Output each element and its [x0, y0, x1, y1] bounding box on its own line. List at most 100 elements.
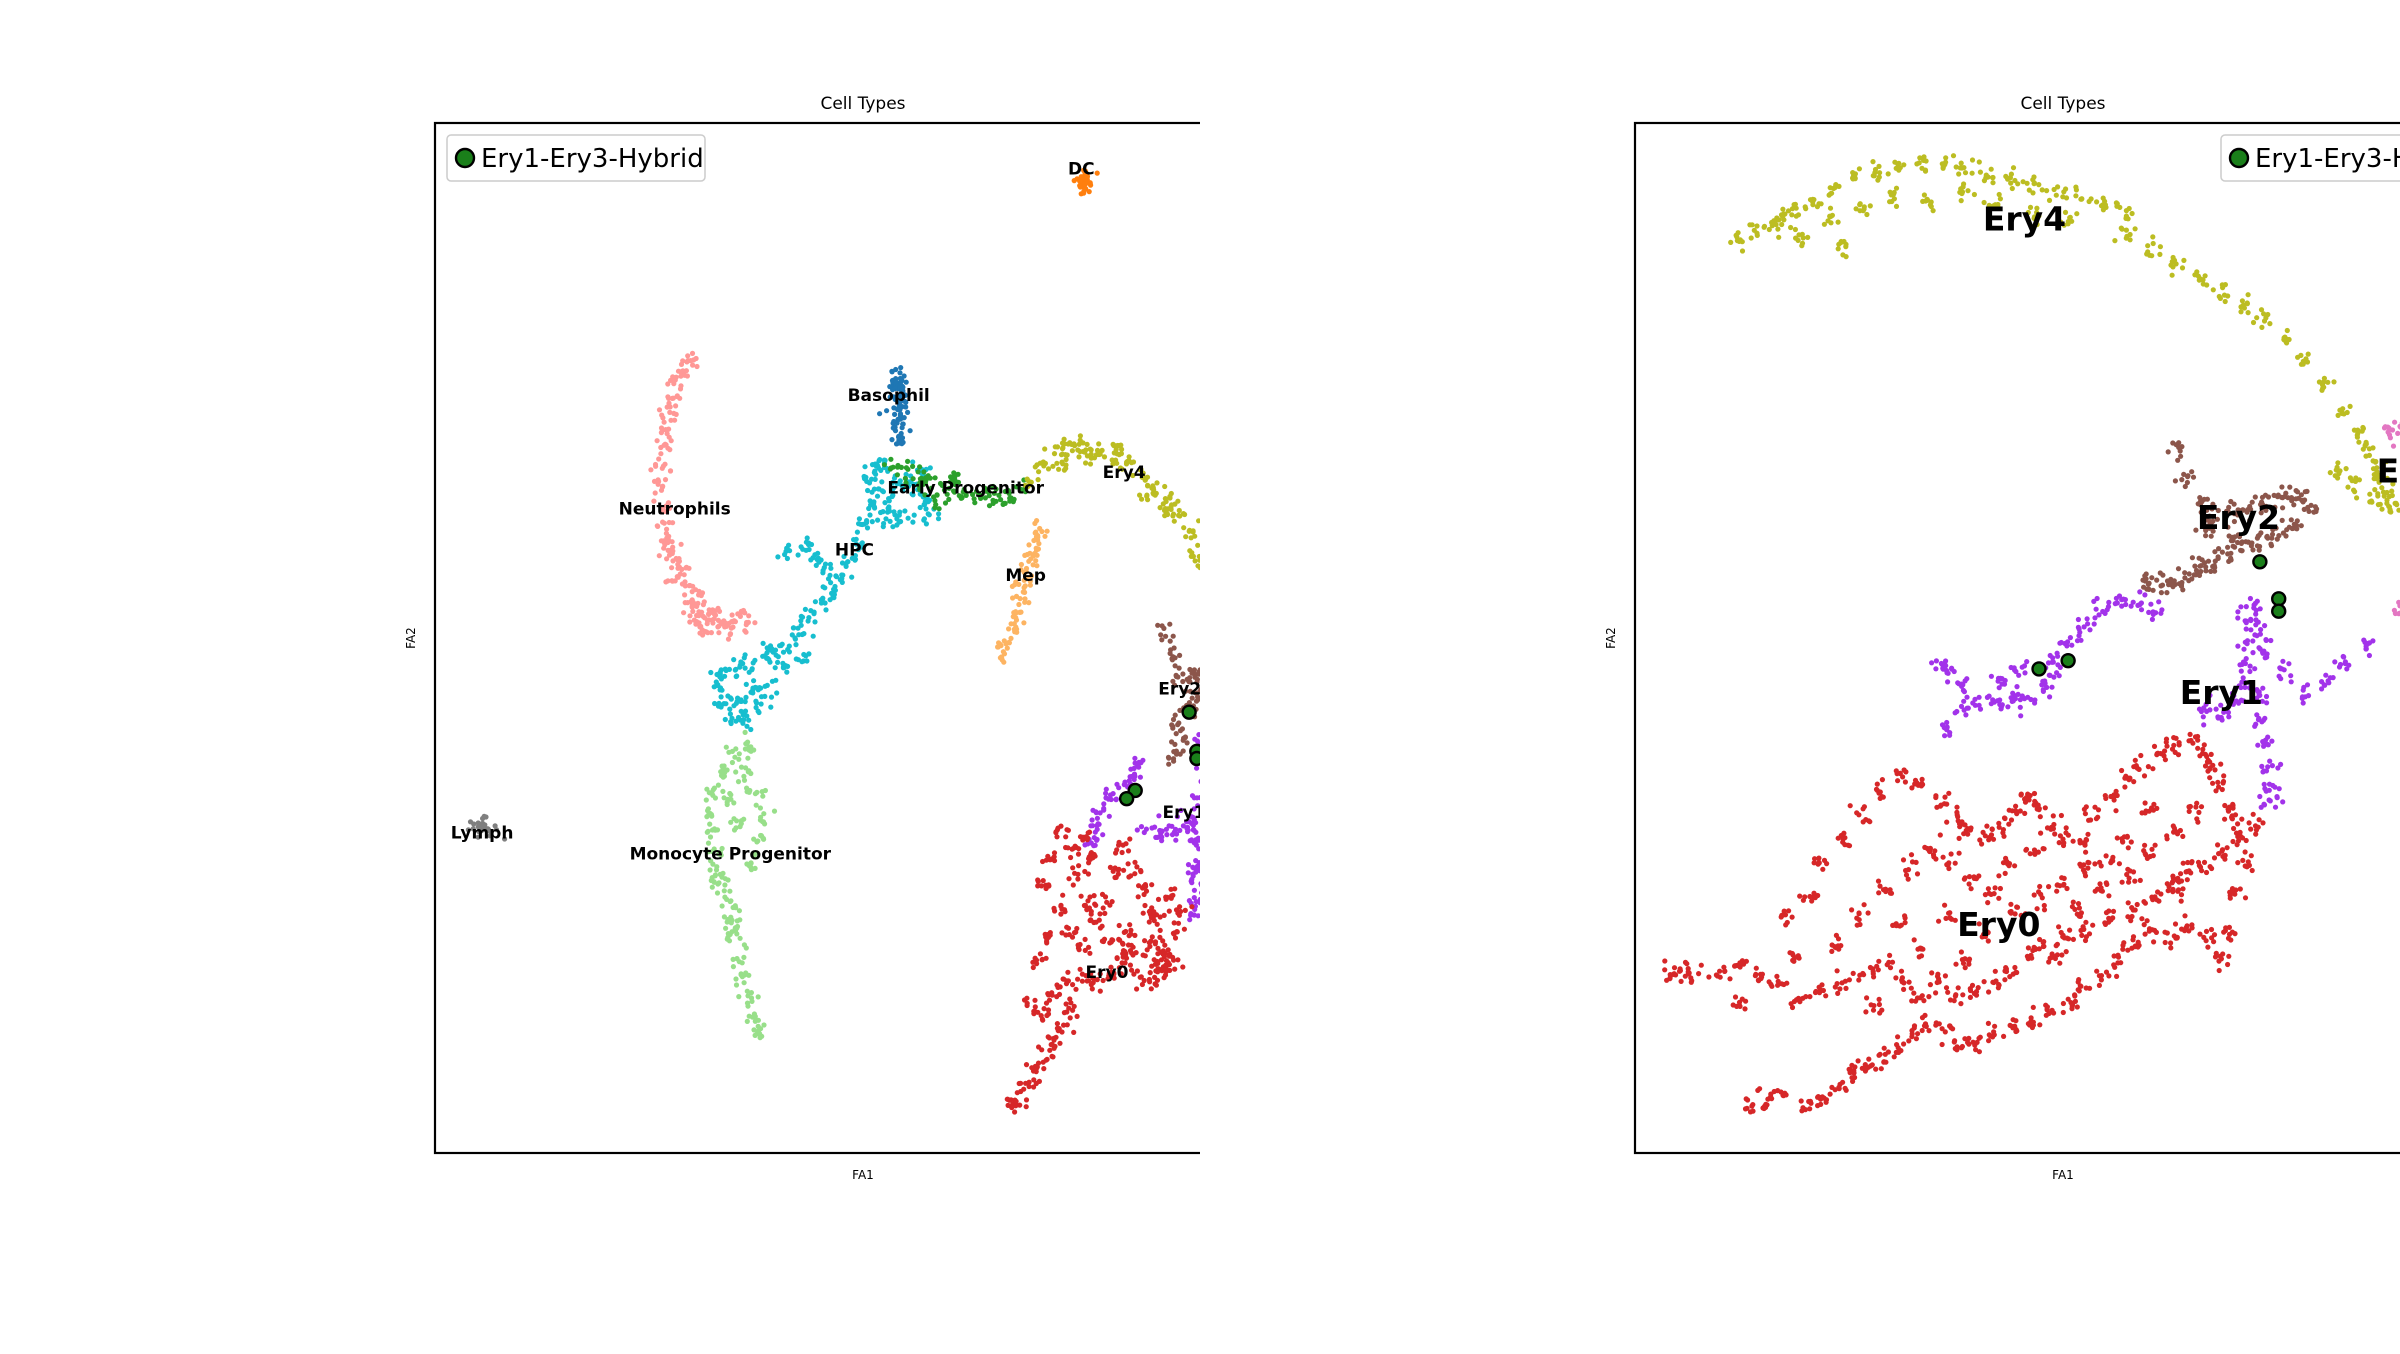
data-point	[671, 411, 676, 416]
data-point	[1883, 1052, 1888, 1057]
data-point	[1854, 916, 1859, 921]
data-point	[2238, 604, 2243, 609]
data-point	[1841, 831, 1846, 836]
data-point	[2164, 833, 2169, 838]
data-point	[737, 908, 742, 913]
data-point	[2085, 866, 2090, 871]
data-point	[1121, 868, 1126, 873]
data-point	[2079, 197, 2084, 202]
data-point	[2066, 219, 2071, 224]
data-point	[1768, 1092, 1773, 1097]
data-point	[2154, 930, 2159, 935]
data-point	[1017, 1103, 1022, 1108]
data-point	[1829, 949, 1834, 954]
data-point	[1920, 777, 1925, 782]
data-point	[1920, 1028, 1925, 1033]
data-point	[1920, 1015, 1925, 1020]
data-point	[2273, 805, 2278, 810]
data-point	[1959, 198, 1964, 203]
data-point	[1912, 1023, 1917, 1028]
data-point	[708, 834, 713, 839]
data-point	[902, 415, 907, 420]
data-point	[2173, 750, 2178, 755]
data-point	[1866, 1057, 1871, 1062]
data-point	[2064, 936, 2069, 941]
data-point	[2283, 533, 2288, 538]
data-point	[2079, 933, 2084, 938]
data-point	[1177, 508, 1182, 513]
data-point	[662, 542, 667, 547]
data-point	[839, 572, 844, 577]
data-point	[1883, 887, 1888, 892]
data-point	[2243, 895, 2248, 900]
data-point	[1873, 1067, 1878, 1072]
data-point	[728, 899, 733, 904]
data-point	[1187, 528, 1192, 533]
data-point	[2287, 337, 2292, 342]
data-point	[1065, 1022, 1070, 1027]
data-point	[1672, 971, 1677, 976]
data-point	[668, 378, 673, 383]
data-point	[2094, 199, 2099, 204]
data-point	[1140, 982, 1145, 987]
data-point	[754, 705, 759, 710]
data-point	[682, 572, 687, 577]
data-point	[886, 506, 891, 511]
data-point	[2116, 955, 2121, 960]
data-point	[2136, 940, 2141, 945]
data-point	[1880, 777, 1885, 782]
data-point	[2248, 627, 2253, 632]
data-point	[1089, 982, 1094, 987]
data-point	[1944, 670, 1949, 675]
data-point	[796, 552, 801, 557]
data-point	[936, 511, 941, 516]
data-point	[2117, 861, 2122, 866]
data-point	[2185, 869, 2190, 874]
data-point	[2085, 832, 2090, 837]
data-point	[1881, 795, 1886, 800]
data-point	[1780, 214, 1785, 219]
data-point	[904, 465, 909, 470]
data-point	[1820, 867, 1825, 872]
data-point	[2121, 597, 2126, 602]
data-point	[674, 556, 679, 561]
data-point	[2278, 676, 2283, 681]
data-point	[2047, 694, 2052, 699]
data-point	[1090, 817, 1095, 822]
data-point	[2042, 907, 2047, 912]
data-point	[1054, 994, 1059, 999]
data-point	[1153, 941, 1158, 946]
data-point	[1967, 881, 1972, 886]
data-point	[1890, 960, 1895, 965]
data-point	[2142, 592, 2147, 597]
data-point	[482, 814, 487, 819]
data-point	[2344, 466, 2349, 471]
data-point	[1046, 882, 1051, 887]
data-point	[808, 557, 813, 562]
data-point	[1158, 505, 1163, 510]
data-point	[734, 674, 739, 679]
data-point	[1836, 184, 1841, 189]
data-point	[785, 547, 790, 552]
data-point	[1929, 199, 1934, 204]
data-point	[2332, 659, 2337, 664]
data-point	[1183, 534, 1188, 539]
data-point	[1123, 929, 1128, 934]
data-point	[1836, 936, 1841, 941]
data-point	[1862, 902, 1867, 907]
data-point	[684, 368, 689, 373]
data-point	[752, 1011, 757, 1016]
data-point	[2250, 638, 2255, 643]
data-point	[1072, 871, 1077, 876]
data-point	[2216, 715, 2221, 720]
data-point	[675, 562, 680, 567]
data-point	[1895, 1034, 1900, 1039]
data-point	[1070, 982, 1075, 987]
data-point	[2215, 780, 2220, 785]
data-point	[1919, 166, 1924, 171]
data-point	[871, 499, 876, 504]
data-point	[1828, 1092, 1833, 1097]
data-point	[1127, 836, 1132, 841]
data-point	[1986, 1021, 1991, 1026]
data-point	[753, 699, 758, 704]
